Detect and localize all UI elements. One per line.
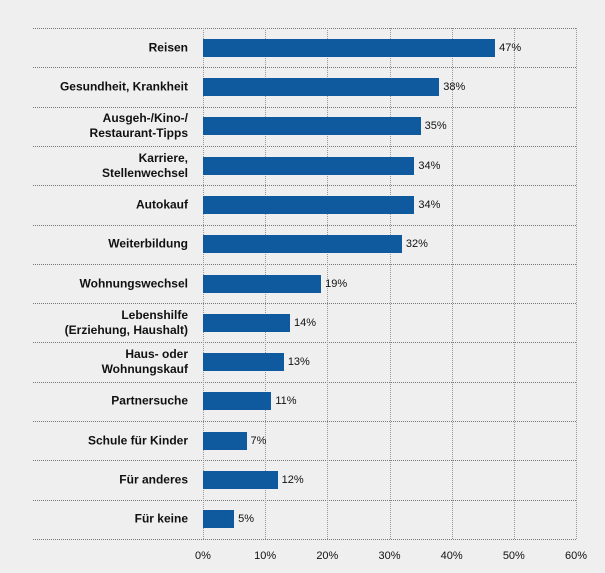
row-divider	[33, 342, 576, 344]
x-tick-label: 60%	[564, 550, 588, 562]
x-tick-label: 10%	[254, 550, 277, 562]
x-tick-label: 50%	[502, 550, 525, 562]
bar	[203, 471, 278, 490]
bar	[203, 156, 415, 175]
row-divider	[33, 28, 576, 29]
bar	[203, 235, 402, 254]
category-label: Karriere, Stellenwechsel	[101, 150, 188, 180]
grid-line	[451, 28, 453, 539]
bar	[203, 38, 496, 57]
value-label: 34%	[418, 198, 441, 211]
row-divider	[33, 106, 576, 108]
bar	[203, 77, 440, 96]
x-tick-label: 40%	[440, 550, 463, 562]
row-divider	[33, 145, 576, 147]
category-label: Partnersuche	[111, 393, 188, 408]
category-label: Reisen	[148, 40, 188, 55]
grid-line	[513, 28, 515, 539]
value-label: 14%	[294, 316, 317, 329]
bar	[203, 392, 272, 411]
value-label: 34%	[418, 159, 441, 172]
row-divider	[33, 421, 576, 423]
grid-line	[389, 28, 391, 539]
category-label: Für keine	[134, 511, 188, 526]
bar	[203, 510, 235, 529]
category-label: Weiterbildung	[108, 236, 188, 251]
value-label: 5%	[238, 513, 254, 526]
row-divider	[33, 539, 576, 540]
bar	[203, 431, 247, 450]
category-label: Schule für Kinder	[87, 433, 188, 448]
bar	[203, 353, 284, 372]
grid-line	[576, 28, 577, 539]
x-tick-label: 20%	[316, 550, 339, 562]
bar	[203, 195, 415, 214]
category-label: Lebenshilfe (Erziehung, Haushalt)	[64, 307, 188, 337]
value-label: 35%	[424, 120, 447, 133]
value-label: 32%	[405, 238, 428, 251]
value-label: 11%	[275, 395, 297, 408]
value-label: 19%	[325, 277, 348, 290]
bar	[203, 313, 291, 332]
row-divider	[33, 303, 576, 305]
x-tick-label: 30%	[378, 550, 401, 562]
category-label: Haus- oder Wohnungskauf	[101, 347, 188, 377]
row-divider	[33, 263, 576, 265]
row-divider	[33, 499, 576, 501]
bar	[203, 117, 421, 136]
x-tick-label: 0%	[195, 550, 211, 562]
row-divider	[33, 460, 576, 462]
grid-line	[327, 28, 329, 539]
row-divider	[33, 381, 576, 383]
category-label: Wohnungswechsel	[79, 276, 188, 290]
category-label: Gesundheit, Krankheit	[59, 79, 188, 94]
value-label: 12%	[281, 474, 304, 487]
row-divider	[33, 224, 576, 226]
value-label: 47%	[499, 41, 522, 54]
value-label: 13%	[287, 356, 310, 369]
category-label: Für anderes	[119, 472, 188, 487]
row-divider	[33, 67, 576, 69]
value-label: 7%	[250, 434, 267, 447]
category-label: Autokauf	[136, 197, 188, 212]
value-label: 38%	[443, 80, 466, 93]
category-label: Ausgeh-/Kino-/ Restaurant-Tipps	[89, 111, 188, 141]
row-divider	[33, 185, 576, 187]
bar	[203, 274, 322, 293]
